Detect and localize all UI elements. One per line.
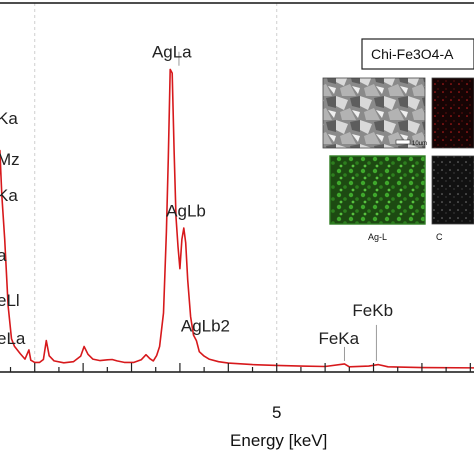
carbon-dark-map: C	[431, 155, 474, 242]
x-tick-label: 5	[272, 403, 281, 422]
x-axis-title: Energy [keV]	[230, 431, 327, 450]
sem-image-map: 10um	[322, 77, 427, 149]
inset-title-box	[361, 38, 474, 70]
peak-label-ka: Ka	[0, 186, 18, 205]
elemental-map-inset: Chi-Fe3O4-A 10um C Ag-L C	[322, 38, 474, 242]
grid-lines	[34, 3, 278, 372]
peak-label-ell: eLl	[0, 291, 20, 310]
peak-label-feka: FeKa	[318, 329, 359, 348]
peak-label-mz: Mz	[0, 150, 20, 169]
map-caption-ag-l: Ag-L	[368, 232, 387, 242]
silver-green-map: Ag-L	[329, 155, 426, 242]
peak-label-aglb: AgLb	[166, 201, 206, 220]
peak-label-agla: AgLa	[152, 43, 192, 62]
peak-label-ela: eLa	[0, 329, 26, 348]
inset-title: Chi-Fe3O4-A	[371, 46, 454, 62]
x-axis-ticks: 5	[9, 363, 471, 422]
carbon-red-map: C	[431, 77, 474, 166]
peak-label-ka: Ka	[0, 109, 18, 128]
peak-label-aglb2: AgLb2	[181, 317, 230, 336]
peak-label-fekb: FeKb	[352, 301, 393, 320]
scale-bar-label: 10um	[412, 141, 427, 147]
peak-label-a: a	[0, 246, 7, 265]
plot-frame	[0, 2, 474, 373]
peak-annotations: AgLa AgLb AgLb2 FeKa FeKb Ka Mz Ka a eLl eLa	[0, 43, 393, 361]
scale-bar	[395, 139, 411, 145]
map-caption-c-dark: C	[436, 232, 443, 242]
